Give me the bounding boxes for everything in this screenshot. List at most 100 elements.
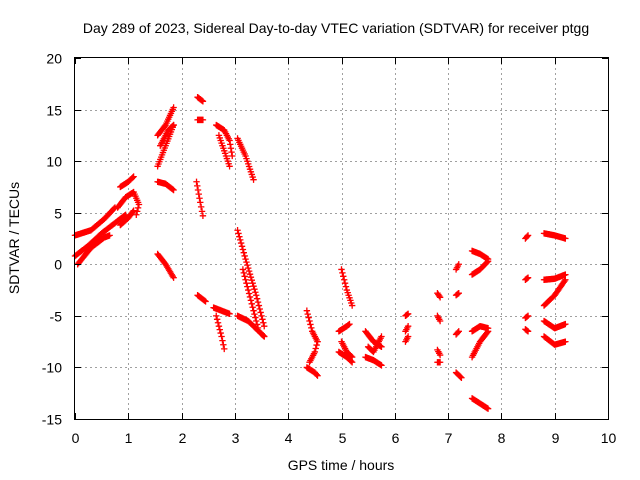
data-point bbox=[339, 269, 346, 277]
data-point bbox=[169, 122, 176, 130]
data-point bbox=[241, 252, 248, 260]
data-point bbox=[226, 163, 233, 170]
data-point bbox=[404, 322, 412, 330]
data-point bbox=[484, 325, 492, 332]
data-point bbox=[348, 353, 356, 361]
data-point bbox=[455, 328, 462, 335]
data-point bbox=[199, 116, 207, 124]
data-point bbox=[250, 176, 257, 183]
data-point bbox=[261, 333, 268, 340]
data-point bbox=[240, 269, 247, 277]
data-point bbox=[455, 289, 462, 297]
data-point bbox=[135, 201, 143, 208]
data-point bbox=[245, 264, 252, 272]
data-point bbox=[562, 276, 569, 283]
data-point bbox=[229, 152, 236, 160]
data-point bbox=[256, 305, 263, 313]
data-point bbox=[129, 208, 136, 216]
data-point bbox=[314, 338, 321, 345]
data-point bbox=[251, 310, 258, 318]
data-point bbox=[562, 320, 569, 328]
data-point bbox=[254, 298, 262, 306]
data-point bbox=[338, 266, 345, 273]
data-point bbox=[251, 286, 258, 293]
data-point bbox=[234, 227, 241, 234]
data-point bbox=[237, 236, 244, 244]
data-point bbox=[404, 333, 412, 340]
data-point bbox=[436, 359, 444, 366]
data-point bbox=[260, 332, 267, 339]
data-point bbox=[216, 326, 223, 333]
data-point bbox=[253, 292, 260, 299]
data-point bbox=[226, 310, 233, 317]
x-tick-label: 5 bbox=[339, 430, 347, 446]
data-point bbox=[404, 311, 411, 318]
data-point bbox=[314, 372, 321, 379]
chart-title: Day 289 of 2023, Sidereal Day-to-day VTE… bbox=[83, 20, 589, 36]
x-tick-label: 9 bbox=[552, 430, 560, 446]
grid bbox=[75, 58, 608, 419]
data-point bbox=[249, 279, 256, 287]
data-point bbox=[248, 300, 255, 308]
data-point bbox=[313, 371, 320, 378]
data-point bbox=[246, 270, 254, 278]
data-point bbox=[243, 279, 250, 287]
data-point bbox=[303, 307, 311, 314]
x-tick-label: 1 bbox=[125, 430, 133, 446]
data-points bbox=[71, 93, 569, 412]
data-point bbox=[239, 266, 247, 273]
x-tick-label: 2 bbox=[179, 430, 187, 446]
data-point bbox=[110, 205, 118, 212]
data-point bbox=[219, 337, 226, 344]
data-point bbox=[404, 310, 412, 317]
data-point bbox=[458, 374, 465, 381]
y-tick-label: 15 bbox=[46, 103, 62, 119]
data-point bbox=[457, 373, 464, 381]
data-point bbox=[250, 283, 257, 290]
data-point bbox=[130, 207, 137, 214]
data-point bbox=[483, 258, 491, 266]
data-point bbox=[194, 186, 202, 194]
data-point bbox=[245, 290, 253, 297]
data-point bbox=[170, 121, 177, 129]
data-point bbox=[170, 274, 177, 281]
data-point bbox=[213, 312, 220, 320]
data-point bbox=[197, 199, 204, 206]
data-point bbox=[304, 310, 311, 318]
data-point bbox=[221, 345, 228, 353]
data-point bbox=[454, 329, 462, 336]
data-point bbox=[341, 279, 349, 287]
data-point bbox=[214, 319, 222, 326]
data-point bbox=[239, 246, 247, 253]
data-point bbox=[106, 232, 113, 239]
data-point bbox=[255, 302, 263, 309]
data-point bbox=[227, 141, 234, 148]
data-point bbox=[198, 208, 206, 215]
data-point bbox=[202, 298, 209, 305]
data-point bbox=[308, 324, 315, 332]
data-point bbox=[252, 289, 259, 296]
data-point bbox=[198, 97, 206, 104]
x-tick-label: 7 bbox=[445, 430, 453, 446]
y-tick-label: -10 bbox=[42, 360, 62, 376]
data-point bbox=[454, 290, 462, 298]
data-point bbox=[524, 232, 532, 239]
data-point bbox=[261, 322, 268, 330]
data-point bbox=[236, 233, 243, 240]
data-point bbox=[244, 283, 251, 290]
data-point bbox=[257, 309, 264, 316]
data-point bbox=[220, 341, 227, 348]
y-tick-label: 20 bbox=[46, 51, 62, 67]
y-axis-label: SDTVAR / TECUs bbox=[6, 182, 22, 294]
data-point bbox=[348, 302, 356, 309]
data-point bbox=[260, 319, 267, 326]
data-point bbox=[248, 276, 255, 284]
data-point bbox=[170, 186, 177, 194]
x-tick-label: 3 bbox=[232, 430, 240, 446]
data-point bbox=[523, 233, 531, 240]
data-point bbox=[484, 257, 492, 265]
data-point bbox=[436, 317, 444, 325]
x-tick-label: 0 bbox=[72, 430, 80, 446]
data-point bbox=[226, 137, 233, 144]
